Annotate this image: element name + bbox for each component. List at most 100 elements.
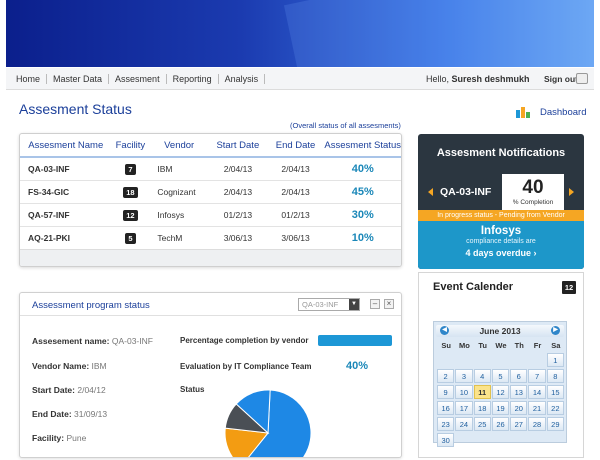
day-cell[interactable]: 22 [546,401,564,415]
day-cell[interactable]: 16 [437,401,455,415]
day-cell[interactable]: 19 [491,401,510,415]
day-cell[interactable]: 9 [437,385,455,399]
next-month-icon[interactable]: ▶ [551,326,560,335]
col-header-status[interactable]: Assesment Status [324,139,401,151]
day-cell[interactable]: 6 [510,369,528,383]
close-icon[interactable]: × [384,299,394,309]
day-cell[interactable]: 21 [528,401,546,415]
vendor-name: Infosys [480,225,522,237]
row-start: 3/06/13 [223,233,253,243]
day-cell[interactable]: 8 [546,369,564,383]
day-cell[interactable]: 14 [528,385,546,399]
table-row[interactable]: AQ-21-PKI 5 TechM 3/06/13 3/06/13 10% [20,227,401,250]
col-header-name[interactable]: Assesment Name [28,139,104,151]
minimize-icon[interactable]: – [370,299,380,309]
field-label: Start Date: [32,385,75,395]
metric-vendor-label: Percentage completion by vendor [180,336,309,345]
empty-day [474,433,491,447]
status-pie-chart [224,389,312,457]
day-cell[interactable]: 24 [455,417,473,431]
greeting: Hello, Suresh deshmukh [426,74,530,84]
progress-status-bar: In progress status - Pending from Vendor [418,210,584,221]
day-cell[interactable]: 20 [510,401,528,415]
week-row: 1 [437,353,565,368]
day-cell[interactable]: 23 [437,417,455,431]
row-vendor: IBM [157,164,173,174]
completion-box: 40 % Completion [502,174,564,210]
day-cell-today[interactable]: 11 [473,385,491,399]
day-cell[interactable]: 18 [473,401,491,415]
calendar-title: Event Calender [433,281,514,293]
dashboard-link[interactable]: Dashboard [540,107,587,118]
row-status: 40% [351,163,374,175]
datepicker: ◀ June 2013 ▶ Su Mo Tu We Th Fr Sa 1 2 3 4 5 6 7 8 9 10… [433,321,567,447]
nav-reporting[interactable]: Reporting [167,73,219,84]
chevron-down-icon[interactable]: ▼ [349,299,359,310]
day-cell[interactable]: 10 [455,385,473,399]
program-select[interactable]: QA-03-INF ▼ [298,298,360,311]
nav-home[interactable]: Home [6,73,48,84]
col-header-start[interactable]: Start Date [216,139,260,151]
row-start: 01/2/13 [223,210,253,220]
day-cell[interactable]: 2 [437,369,455,383]
signout-icon[interactable] [576,73,588,84]
nav-assesment[interactable]: Assesment [109,73,167,84]
table-footer [20,249,401,266]
facility-badge: 5 [125,232,136,244]
day-cell[interactable]: 1 [546,353,564,367]
row-facility: 7 [112,163,150,175]
weekday-row: Su Mo Tu We Th Fr Sa [437,341,565,350]
vendor-line: compliance details are [466,238,536,245]
empty-day [437,353,454,367]
month-header: ◀ June 2013 ▶ [436,325,564,337]
dashboard-icon[interactable] [516,107,530,118]
calendar-icon[interactable]: 12 [562,281,576,294]
empty-day [510,433,527,447]
prev-notification-icon[interactable] [428,188,433,196]
next-notification-icon[interactable] [569,188,574,196]
vendor-completion-bar [318,335,392,346]
vendor-notice[interactable]: Infosys compliance details are 4 days ov… [418,221,584,269]
row-vendor: Infosys [157,210,185,220]
completion-caption: % Completion [512,199,554,206]
signout-link[interactable]: Sign out [544,74,578,84]
empty-day [492,433,509,447]
field-facility: Facility: Pune [32,433,86,443]
day-cell[interactable]: 13 [510,385,528,399]
col-header-facility[interactable]: Facility [115,139,146,151]
table-row[interactable]: QA-57-INF 12 Infosys 01/2/13 01/2/13 30% [20,204,401,227]
table-row[interactable]: QA-03-INF 7 IBM 2/04/13 2/04/13 40% [20,158,401,181]
table-row[interactable]: FS-34-GIC 18 Cognizant 2/04/13 2/04/13 4… [20,181,401,204]
field-start-date: Start Date: 2/04/12 [32,385,106,395]
day-cell[interactable]: 26 [491,417,510,431]
day-cell[interactable]: 27 [510,417,528,431]
prev-month-icon[interactable]: ◀ [440,326,449,335]
overall-status-note: (Overall status of all assesments) [290,121,401,130]
day-cell[interactable]: 7 [528,369,546,383]
field-value: Pune [66,433,87,443]
day-cell[interactable]: 29 [546,417,564,431]
day-cell[interactable]: 30 [437,433,455,447]
row-facility: 5 [112,232,150,244]
field-value: QA-03-INF [111,336,153,346]
day-cell[interactable]: 3 [455,369,473,383]
nav-master-data[interactable]: Master Data [47,73,110,84]
week-row: 9 10 11 12 13 14 15 [437,385,565,400]
col-header-end[interactable]: End Date [275,139,316,151]
empty-day [455,433,472,447]
row-name: FS-34-GIC [28,187,70,197]
day-cell[interactable]: 15 [546,385,564,399]
metric-it-label: Evaluation by IT Compliance Team [180,362,312,371]
day-cell[interactable]: 4 [473,369,491,383]
day-cell[interactable]: 12 [491,385,510,399]
day-cell[interactable]: 5 [491,369,510,383]
notification-code: QA-03-INF [440,186,492,198]
day-cell[interactable]: 17 [455,401,473,415]
day-cell[interactable]: 25 [473,417,491,431]
col-header-vendor[interactable]: Vendor [164,139,195,151]
program-select-value: QA-03-INF [302,300,339,309]
overdue-link[interactable]: 4 days overdue › [465,248,537,258]
day-grid: 1 2 3 4 5 6 7 8 9 10 11 12 13 14 15 16 17 18 19 20 21 22 23 24 2… [437,353,565,449]
nav-analysis[interactable]: Analysis [219,73,266,84]
day-cell[interactable]: 28 [528,417,546,431]
